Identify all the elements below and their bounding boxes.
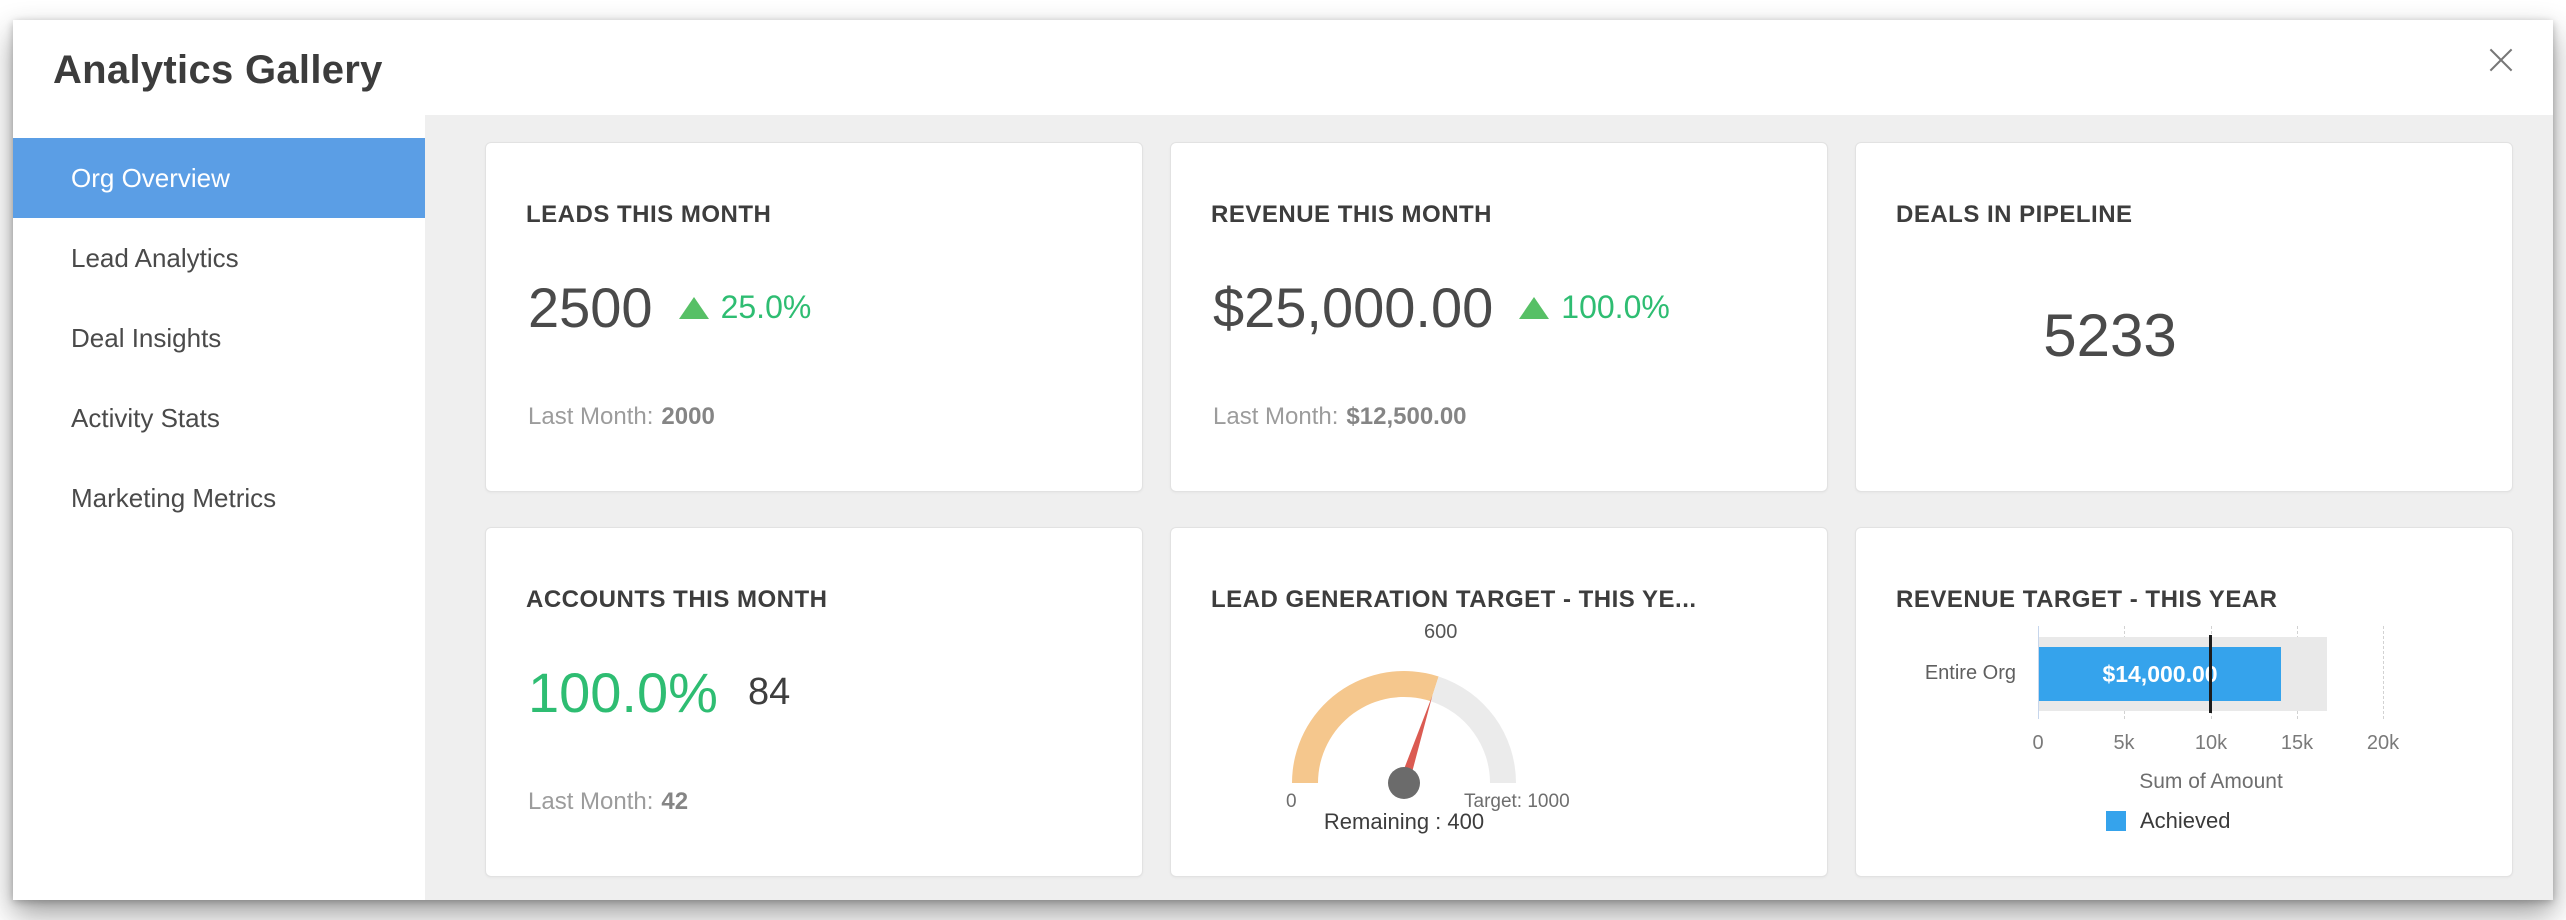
x-tick: 5k (2113, 732, 2135, 754)
chart-legend: Achieved (2106, 808, 2231, 834)
last-month-value: 42 (661, 788, 689, 815)
gauge-chart: 600 0 Target: 1000 Remaining : 400 (1274, 621, 1570, 834)
bar-value-label: $14,000.00 (2102, 660, 2218, 687)
gauge-svg (1292, 671, 1516, 799)
trend-up-icon (678, 296, 709, 319)
trend-indicator: 25.0% (678, 289, 812, 326)
kpi-value: 5233 (2043, 302, 2177, 369)
x-tick: 0 (2032, 732, 2044, 754)
analytics-gallery-modal: Analytics Gallery Org Overview Lead Anal… (13, 20, 2553, 900)
gauge-arc-achieved (1292, 671, 1439, 783)
card-leads-this-month[interactable]: LEADS THIS MONTH 2500 25.0% Last Month: 2… (485, 142, 1143, 492)
card-accounts-this-month[interactable]: ACCOUNTS THIS MONTH 100.0% 84 Last Month… (485, 527, 1143, 877)
sidebar-item-label: Marketing Metrics (71, 483, 277, 513)
trend-value: 25.0% (720, 289, 812, 325)
last-month-label: Last Month: (528, 403, 654, 430)
card-deals-in-pipeline[interactable]: DEALS IN PIPELINE 5233 (1855, 142, 2513, 492)
gauge-remaining-label: Remaining : 400 (1323, 809, 1485, 834)
sidebar-item-marketing-metrics[interactable]: Marketing Metrics (13, 458, 425, 538)
gauge-arc-remaining (1430, 676, 1516, 783)
legend-swatch-achieved (2106, 811, 2126, 831)
target-marker-line (2209, 635, 2212, 713)
card-revenue-this-month[interactable]: REVENUE THIS MONTH $25,000.00 100.0% Las… (1170, 142, 1828, 492)
kpi-value: $25,000.00 (1213, 276, 1494, 339)
card-title: REVENUE THIS MONTH (1211, 201, 1493, 228)
legend-label: Achieved (2140, 808, 2231, 833)
last-month-value: $12,500.00 (1346, 403, 1467, 430)
last-month-value: 2000 (661, 403, 715, 430)
gauge-needle (1399, 695, 1433, 785)
trend-indicator: 100.0% (1519, 289, 1670, 326)
close-button[interactable] (2479, 38, 2523, 82)
axis-zero-line (2038, 626, 2039, 719)
achieved-bar: $14,000.00 (2039, 647, 2281, 701)
sidebar-item-deal-insights[interactable]: Deal Insights (13, 298, 425, 378)
last-month-label: Last Month: (1213, 403, 1339, 430)
bar-category-label: Entire Org (1924, 662, 2016, 684)
gridline-20k (2383, 626, 2384, 719)
card-title: REVENUE TARGET - THIS YEAR (1896, 586, 2278, 613)
x-axis-ticks: 0 5k 10k 15k 20k (2032, 732, 2399, 758)
last-month-row: Last Month: 2000 (528, 403, 715, 431)
card-title: ACCOUNTS THIS MONTH (526, 586, 828, 613)
sidebar-item-label: Lead Analytics (71, 243, 239, 273)
gauge-min-label: 0 (1286, 791, 1297, 812)
gauge-hub (1388, 767, 1420, 799)
gauge-achieved-label: 600 (1424, 621, 1458, 643)
kpi-value: 2500 (528, 276, 653, 339)
kpi-value: 84 (747, 671, 791, 713)
card-lead-generation-target[interactable]: LEAD GENERATION TARGET - THIS YE... 600 … (1170, 527, 1828, 877)
sidebar-item-label: Org Overview (71, 163, 230, 193)
trend-value: 100.0% (1561, 289, 1670, 325)
x-tick: 10k (2194, 732, 2228, 754)
x-tick: 20k (2366, 732, 2400, 754)
sidebar: Org Overview Lead Analytics Deal Insight… (13, 115, 425, 900)
kpi-percent: 100.0% (528, 661, 718, 724)
sidebar-item-lead-analytics[interactable]: Lead Analytics (13, 218, 425, 298)
last-month-row: Last Month: 42 (528, 788, 688, 816)
cards-panel: LEADS THIS MONTH 2500 25.0% Last Month: 2… (425, 115, 2553, 900)
gauge-target-label: Target: 1000 (1464, 791, 1570, 812)
sidebar-item-activity-stats[interactable]: Activity Stats (13, 378, 425, 458)
x-tick: 15k (2280, 732, 2314, 754)
sidebar-list: Org Overview Lead Analytics Deal Insight… (13, 115, 425, 538)
x-axis-title: Sum of Amount (2139, 770, 2283, 793)
modal-header: Analytics Gallery (13, 20, 2553, 115)
card-revenue-target[interactable]: REVENUE TARGET - THIS YEAR Entire Org $1… (1855, 527, 2513, 877)
last-month-row: Last Month: $12,500.00 (1213, 403, 1467, 431)
sidebar-item-label: Deal Insights (71, 323, 222, 353)
sidebar-item-org-overview[interactable]: Org Overview (13, 138, 425, 218)
card-title: LEADS THIS MONTH (526, 201, 772, 228)
last-month-label: Last Month: (528, 788, 654, 815)
card-title: LEAD GENERATION TARGET - THIS YE... (1211, 586, 1697, 613)
trend-up-icon (1519, 296, 1550, 319)
bar-chart-plot: $14,000.00 (2038, 626, 2384, 719)
sidebar-item-label: Activity Stats (71, 403, 220, 433)
card-title: DEALS IN PIPELINE (1896, 201, 2133, 228)
page-title: Analytics Gallery (53, 48, 383, 92)
